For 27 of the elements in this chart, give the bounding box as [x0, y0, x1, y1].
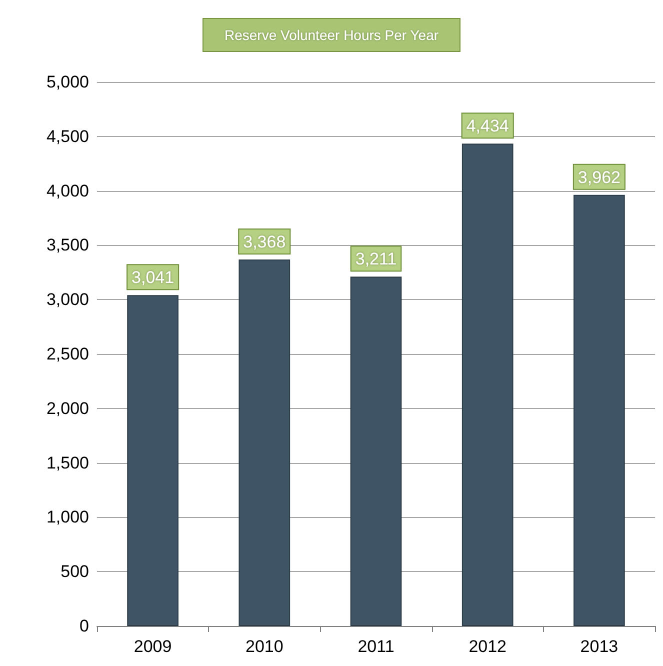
data-label: 4,434	[466, 116, 509, 136]
y-tick-label: 3,500	[46, 236, 89, 255]
x-tick-label: 2009	[134, 637, 172, 656]
y-tick-label: 5,000	[46, 72, 89, 92]
data-label: 3,211	[355, 250, 397, 269]
y-tick-label: 4,000	[46, 181, 89, 200]
data-label: 3,368	[243, 232, 286, 252]
y-tick-label: 1,500	[46, 453, 89, 472]
bar	[462, 144, 514, 626]
y-tick-label: 3,000	[46, 290, 89, 310]
bar	[574, 194, 625, 626]
y-tick-label: 2,500	[46, 344, 89, 364]
x-tick-label: 2013	[580, 637, 618, 656]
x-tick-label: 2010	[245, 637, 284, 656]
y-tick-label: 4,500	[46, 126, 89, 146]
y-tick-label: 0	[80, 616, 89, 636]
bar	[238, 260, 290, 626]
y-tick-label: 2,000	[46, 398, 89, 418]
bar	[127, 295, 178, 626]
data-label: 3,041	[132, 268, 174, 288]
y-tick-label: 1,000	[46, 508, 89, 527]
x-tick-label: 2011	[358, 637, 394, 656]
bar	[350, 276, 402, 626]
y-tick-label: 500	[60, 562, 89, 582]
x-tick-label: 2012	[468, 637, 507, 656]
chart-title: Reserve Volunteer Hours Per Year	[224, 27, 439, 43]
data-label: 3,962	[578, 168, 620, 187]
